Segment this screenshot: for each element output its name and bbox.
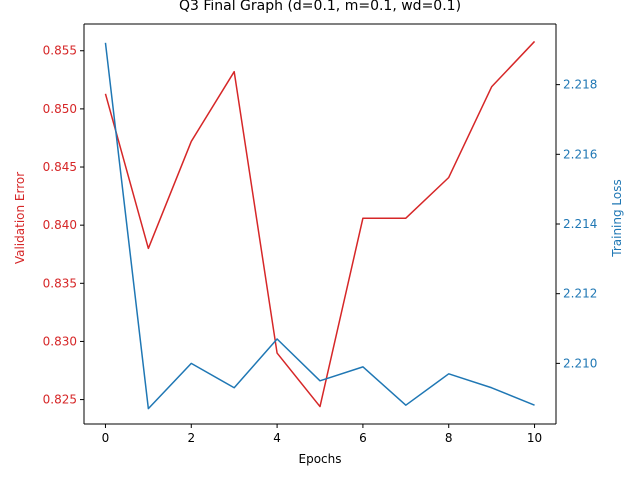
x-tick-label: 8 [445,431,453,445]
plot-area: 0 2 4 6 8 10 0.825 0.830 0.835 0.840 0.845 0.850 0.8… [43,23,597,445]
series-line-training-loss [104,42,535,410]
y-axis-label-left: Validation Error [13,172,27,264]
y-right-tick-label: 2.218 [563,78,597,92]
x-tick-label: 6 [359,431,367,445]
y-right-tick-label: 2.214 [563,217,597,231]
y-left-tick-label: 0.845 [43,160,77,174]
y-left-tick-label: 0.830 [43,334,77,348]
x-tick-label: 4 [273,431,281,445]
x-axis-label: Epochs [299,452,342,466]
y-right-tick-label: 2.212 [563,287,597,301]
x-tick-label: 0 [102,431,110,445]
y-left-tick-label: 0.850 [43,102,77,116]
y-left-tick-label: 0.825 [43,393,77,407]
y-right-tick-label: 2.210 [563,356,597,370]
chart-title: Q3 Final Graph (d=0.1, m=0.1, wd=0.1) [179,0,461,14]
series-line-validation-error [104,40,536,408]
x-tick-label: 10 [527,431,542,445]
y-left-tick-label: 0.855 [43,44,77,58]
y-left-tick-label: 0.835 [43,276,77,290]
y-left-tick-label: 0.840 [43,218,77,232]
y-right-tick-label: 2.216 [563,147,597,161]
x-tick-label: 2 [187,431,195,445]
y-axis-label-right: Training Loss [610,179,624,257]
